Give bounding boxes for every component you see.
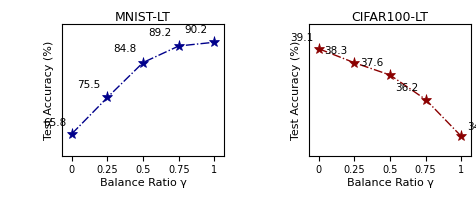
Text: 38.3: 38.3 bbox=[324, 46, 347, 56]
Text: 34.1: 34.1 bbox=[467, 122, 476, 132]
X-axis label: Balance Ratio γ: Balance Ratio γ bbox=[347, 178, 434, 188]
Text: 37.6: 37.6 bbox=[360, 58, 383, 68]
Text: 89.2: 89.2 bbox=[149, 28, 172, 38]
Text: 39.1: 39.1 bbox=[290, 33, 313, 43]
Text: 65.8: 65.8 bbox=[43, 118, 66, 128]
Text: 90.2: 90.2 bbox=[184, 25, 208, 35]
Y-axis label: Test Accuracy (%): Test Accuracy (%) bbox=[44, 40, 54, 140]
Text: 75.5: 75.5 bbox=[77, 80, 100, 90]
Y-axis label: Test Accuracy (%): Test Accuracy (%) bbox=[291, 40, 301, 140]
Text: 84.8: 84.8 bbox=[113, 44, 136, 54]
Title: MNIST-LT: MNIST-LT bbox=[115, 11, 171, 24]
Text: 36.2: 36.2 bbox=[396, 83, 419, 93]
X-axis label: Balance Ratio γ: Balance Ratio γ bbox=[99, 178, 187, 188]
Title: CIFAR100-LT: CIFAR100-LT bbox=[351, 11, 428, 24]
